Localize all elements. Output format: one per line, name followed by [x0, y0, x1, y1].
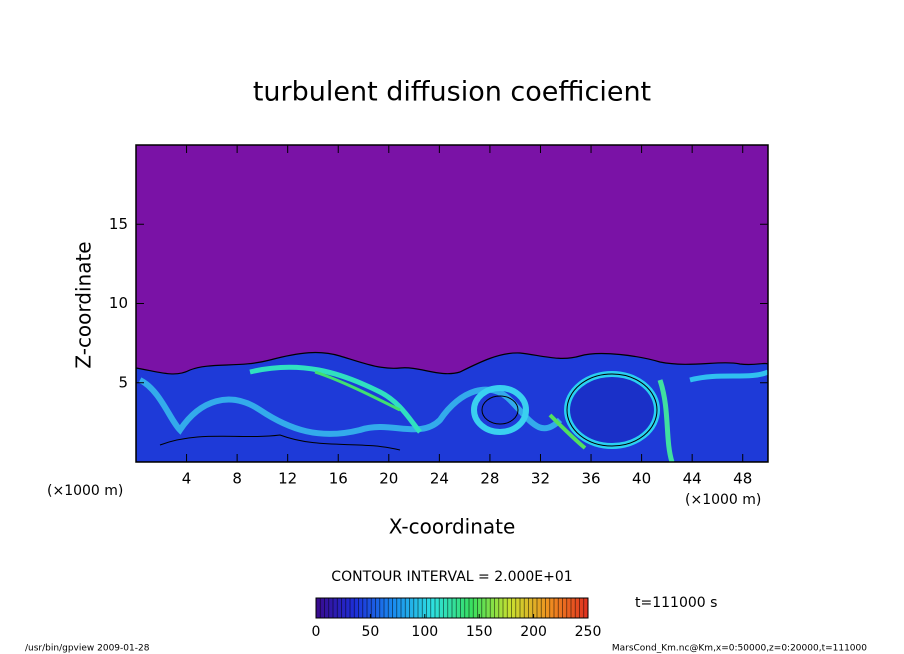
colorbar-tick-label: 50: [361, 624, 379, 640]
x-tick-label: 28: [480, 470, 499, 488]
chart-title: turbulent diffusion coefficient: [253, 77, 651, 108]
colorbar-frame: [315, 597, 589, 619]
colorbar-tick-label: 150: [466, 624, 493, 640]
colorbar-tick-label: 250: [575, 624, 602, 640]
x-tick-label: 24: [430, 470, 449, 488]
x-unit-label: (×1000 m): [685, 492, 761, 508]
x-tick-label: 20: [379, 470, 398, 488]
y-tick-label: 10: [109, 294, 128, 312]
x-tick-label: 16: [329, 470, 348, 488]
y-axis-title: Z-coordinate: [72, 241, 96, 368]
time-label: t=111000 s: [635, 595, 717, 611]
colorbar-tick-label: 0: [312, 624, 321, 640]
x-tick-label: 48: [733, 470, 752, 488]
x-tick-label: 8: [232, 470, 242, 488]
x-tick-label: 36: [581, 470, 600, 488]
colorbar-tick-label: 100: [411, 624, 438, 640]
x-axis-title: X-coordinate: [389, 515, 516, 539]
x-tick-label: 4: [182, 470, 192, 488]
x-tick-label: 12: [278, 470, 297, 488]
x-tick-label: 40: [632, 470, 651, 488]
contour-interval: CONTOUR INTERVAL = 2.000E+01: [331, 569, 572, 585]
y-tick-label: 15: [109, 215, 128, 233]
colorbar-tick-label: 200: [520, 624, 547, 640]
x-tick-label: 32: [531, 470, 550, 488]
turbulent-layer: [136, 351, 768, 462]
y-tick-label: 5: [118, 373, 128, 391]
x-tick-label: 44: [683, 470, 702, 488]
x-unit-label: (×1000 m): [47, 483, 123, 499]
footer-right: MarsCond_Km.nc@Km,x=0:50000,z=0:20000,t=…: [612, 644, 867, 654]
footer-left: /usr/bin/gpview 2009-01-28: [25, 644, 150, 654]
